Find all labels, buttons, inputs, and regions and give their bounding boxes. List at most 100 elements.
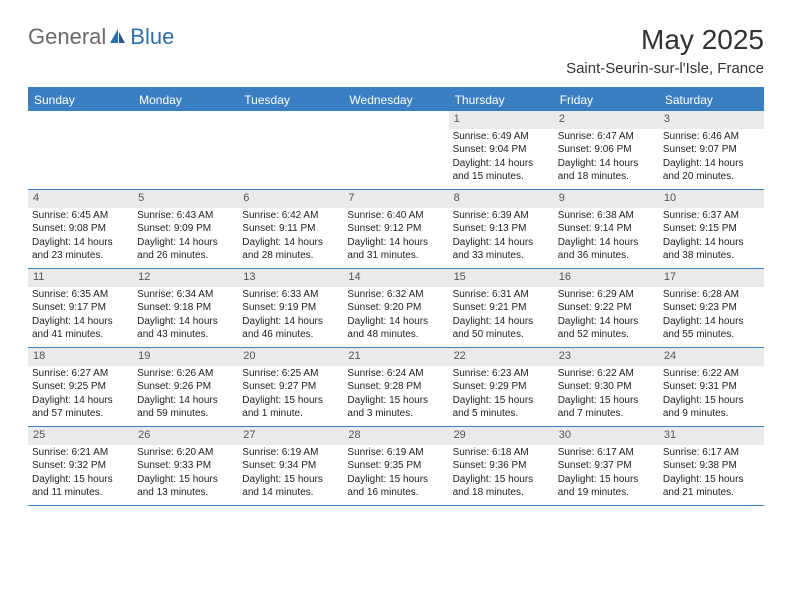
- day-line: Sunset: 9:18 PM: [137, 302, 234, 315]
- day-number: [238, 111, 343, 129]
- day-cell: 14Sunrise: 6:32 AMSunset: 9:20 PMDayligh…: [343, 269, 448, 347]
- day-details: Sunrise: 6:17 AMSunset: 9:37 PMDaylight:…: [554, 447, 659, 504]
- day-details: Sunrise: 6:23 AMSunset: 9:29 PMDaylight:…: [449, 368, 554, 425]
- day-line: Sunset: 9:07 PM: [663, 144, 760, 157]
- day-cell: 4Sunrise: 6:45 AMSunset: 9:08 PMDaylight…: [28, 190, 133, 268]
- day-number: 15: [449, 269, 554, 287]
- day-cell: 24Sunrise: 6:22 AMSunset: 9:31 PMDayligh…: [659, 348, 764, 426]
- day-cell: 11 Sunrise: 6:35 AMSunset: 9:17 PMDayligh…: [28, 269, 133, 347]
- day-cell: [133, 111, 238, 189]
- day-line: Daylight: 14 hours: [663, 237, 760, 250]
- day-line: Sunrise: 6:22 AM: [558, 368, 655, 381]
- day-line: Daylight: 15 hours: [137, 474, 234, 487]
- day-line: Daylight: 15 hours: [663, 474, 760, 487]
- day-line: Sunrise: 6:33 AM: [242, 289, 339, 302]
- day-line: Sunset: 9:34 PM: [242, 460, 339, 473]
- day-line: and 36 minutes.: [558, 250, 655, 263]
- day-cell: 10Sunrise: 6:37 AMSunset: 9:15 PMDayligh…: [659, 190, 764, 268]
- day-line: Sunset: 9:19 PM: [242, 302, 339, 315]
- day-line: Daylight: 14 hours: [347, 316, 444, 329]
- day-line: Daylight: 14 hours: [242, 316, 339, 329]
- day-line: Sunrise: 6:29 AM: [558, 289, 655, 302]
- day-details: Sunrise: 6:26 AMSunset: 9:26 PMDaylight:…: [133, 368, 238, 425]
- day-line: and 55 minutes.: [663, 329, 760, 342]
- day-number: [28, 111, 133, 129]
- day-line: Daylight: 15 hours: [663, 395, 760, 408]
- day-cell: 3Sunrise: 6:46 AMSunset: 9:07 PMDaylight…: [659, 111, 764, 189]
- day-line: and 28 minutes.: [242, 250, 339, 263]
- day-cell: 31Sunrise: 6:17 AMSunset: 9:38 PMDayligh…: [659, 427, 764, 505]
- day-cell: 29Sunrise: 6:18 AMSunset: 9:36 PMDayligh…: [449, 427, 554, 505]
- brand-logo: General Blue: [28, 24, 174, 50]
- day-cell: 6Sunrise: 6:42 AMSunset: 9:11 PMDaylight…: [238, 190, 343, 268]
- day-number: 11: [28, 269, 133, 287]
- day-details: Sunrise: 6:21 AMSunset: 9:32 PMDaylight:…: [28, 447, 133, 504]
- day-details: Sunrise: 6:19 AMSunset: 9:35 PMDaylight:…: [343, 447, 448, 504]
- day-line: and 59 minutes.: [137, 408, 234, 421]
- day-line: Sunrise: 6:34 AM: [137, 289, 234, 302]
- day-line: Sunset: 9:09 PM: [137, 223, 234, 236]
- day-cell: [238, 111, 343, 189]
- day-cell: 9Sunrise: 6:38 AMSunset: 9:14 PMDaylight…: [554, 190, 659, 268]
- day-number: 23: [554, 348, 659, 366]
- day-number: 2: [554, 111, 659, 129]
- day-line: Daylight: 14 hours: [663, 158, 760, 171]
- day-number: 21: [343, 348, 448, 366]
- day-line: Daylight: 14 hours: [32, 237, 129, 250]
- day-number: 1: [449, 111, 554, 129]
- day-line: Daylight: 14 hours: [558, 237, 655, 250]
- day-line: Daylight: 14 hours: [453, 316, 550, 329]
- day-cell: 28 Sunrise: 6:19 AMSunset: 9:35 PMDayligh…: [343, 427, 448, 505]
- day-line: and 14 minutes.: [242, 487, 339, 500]
- day-details: Sunrise: 6:25 AMSunset: 9:27 PMDaylight:…: [238, 368, 343, 425]
- day-number: 18: [28, 348, 133, 366]
- day-line: Sunset: 9:20 PM: [347, 302, 444, 315]
- day-line: Sunset: 9:38 PM: [663, 460, 760, 473]
- day-line: and 46 minutes.: [242, 329, 339, 342]
- day-line: and 57 minutes.: [32, 408, 129, 421]
- day-line: and 3 minutes.: [347, 408, 444, 421]
- day-line: Sunset: 9:33 PM: [137, 460, 234, 473]
- day-cell: [28, 111, 133, 189]
- day-line: Daylight: 15 hours: [558, 474, 655, 487]
- dow-header: Thursday: [449, 89, 554, 111]
- day-line: and 50 minutes.: [453, 329, 550, 342]
- day-line: Sunset: 9:06 PM: [558, 144, 655, 157]
- day-line: Sunrise: 6:47 AM: [558, 131, 655, 144]
- day-line: Sunset: 9:15 PM: [663, 223, 760, 236]
- day-line: and 41 minutes.: [32, 329, 129, 342]
- day-line: and 20 minutes.: [663, 171, 760, 184]
- day-cell: 25Sunrise: 6:21 AMSunset: 9:32 PMDayligh…: [28, 427, 133, 505]
- day-details: Sunrise: 6:28 AMSunset: 9:23 PMDaylight:…: [659, 289, 764, 346]
- day-line: and 19 minutes.: [558, 487, 655, 500]
- day-number: 28: [343, 427, 448, 445]
- day-line: Sunrise: 6:23 AM: [453, 368, 550, 381]
- day-line: Daylight: 14 hours: [32, 395, 129, 408]
- calendar-page: General Blue May 2025 Saint-Seurin-sur-l…: [0, 0, 792, 516]
- day-line: and 13 minutes.: [137, 487, 234, 500]
- dow-header: Tuesday: [238, 89, 343, 111]
- day-number: 6: [238, 190, 343, 208]
- day-line: and 9 minutes.: [663, 408, 760, 421]
- day-line: Sunset: 9:23 PM: [663, 302, 760, 315]
- day-line: Sunrise: 6:22 AM: [663, 368, 760, 381]
- day-number: 26: [133, 427, 238, 445]
- day-line: Daylight: 14 hours: [242, 237, 339, 250]
- title-block: May 2025 Saint-Seurin-sur-l'Isle, France: [566, 24, 764, 77]
- week-row: 1Sunrise: 6:49 AMSunset: 9:04 PMDaylight…: [28, 111, 764, 190]
- day-details: Sunrise: 6:35 AMSunset: 9:17 PMDaylight:…: [28, 289, 133, 346]
- day-line: Daylight: 14 hours: [137, 316, 234, 329]
- day-line: Sunset: 9:13 PM: [453, 223, 550, 236]
- day-line: Sunrise: 6:26 AM: [137, 368, 234, 381]
- day-line: Sunrise: 6:18 AM: [453, 447, 550, 460]
- day-cell: 27Sunrise: 6:19 AMSunset: 9:34 PMDayligh…: [238, 427, 343, 505]
- day-line: Daylight: 14 hours: [137, 395, 234, 408]
- day-line: Sunrise: 6:43 AM: [137, 210, 234, 223]
- day-line: Daylight: 14 hours: [663, 316, 760, 329]
- day-number: 30: [554, 427, 659, 445]
- day-details: Sunrise: 6:43 AMSunset: 9:09 PMDaylight:…: [133, 210, 238, 267]
- day-line: and 26 minutes.: [137, 250, 234, 263]
- dow-header: Monday: [133, 89, 238, 111]
- day-number: 24: [659, 348, 764, 366]
- day-line: Sunrise: 6:35 AM: [32, 289, 129, 302]
